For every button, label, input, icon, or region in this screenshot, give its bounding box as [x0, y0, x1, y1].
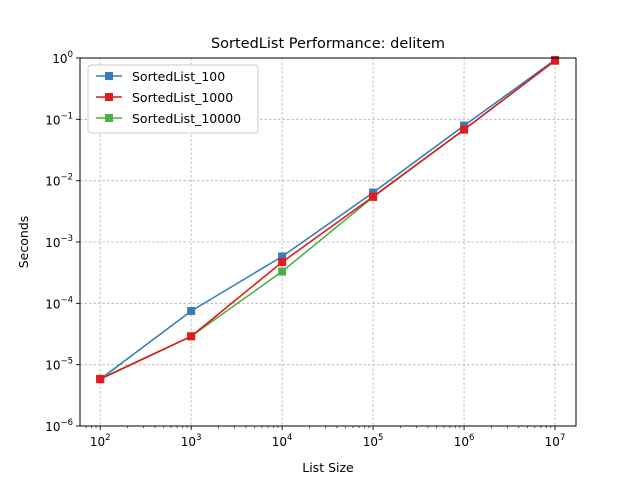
- x-tick-label: 102: [90, 433, 111, 449]
- legend-entry: SortedList_1000: [96, 90, 233, 105]
- y-tick-label: 10−2: [45, 173, 73, 189]
- data-point: [187, 332, 196, 341]
- legend-entry: SortedList_10000: [96, 111, 241, 126]
- y-tick-label: 10−5: [45, 357, 73, 373]
- x-axis-label: List Size: [302, 460, 354, 475]
- x-tick-label: 103: [181, 433, 202, 449]
- data-point: [278, 252, 287, 261]
- data-point: [369, 188, 378, 197]
- y-tick-label: 10−4: [45, 295, 73, 311]
- legend-entry: SortedList_100: [96, 69, 225, 84]
- x-tick-label: 104: [272, 433, 293, 449]
- y-tick-label: 100: [52, 50, 73, 66]
- y-axis-label: Seconds: [16, 216, 31, 269]
- x-tick-label: 107: [545, 433, 566, 449]
- series-line: [99, 59, 556, 380]
- x-tick-label: 106: [454, 433, 475, 449]
- data-point: [460, 125, 469, 134]
- data-point: [551, 56, 560, 65]
- series-SortedList_1000: [96, 56, 560, 384]
- data-point: [278, 267, 287, 276]
- x-tick-label: 105: [363, 433, 384, 449]
- data-point: [96, 375, 105, 384]
- legend: SortedList_100 SortedList_1000 SortedList_…: [87, 64, 259, 134]
- axis-ticks: 102 103 104 105 106 107 10−6 10−5 10−4 10−3 10−2 10…: [45, 50, 565, 449]
- y-tick-label: 10−1: [45, 111, 73, 127]
- data-point: [369, 192, 378, 201]
- data-point: [278, 258, 287, 267]
- chart-title: SortedList Performance: delitem: [211, 36, 445, 52]
- legend-label: SortedList_100: [132, 69, 225, 84]
- data-point: [187, 306, 196, 315]
- series-layer: [96, 55, 560, 384]
- y-tick-label: 10−3: [45, 234, 73, 250]
- legend-swatch-marker: [105, 93, 113, 101]
- legend-label: SortedList_1000: [132, 90, 233, 105]
- legend-swatch-marker: [105, 72, 113, 80]
- legend-swatch-marker: [105, 114, 113, 122]
- series-line: [99, 59, 556, 380]
- legend-label: SortedList_10000: [132, 111, 241, 126]
- y-tick-label: 10−6: [45, 418, 73, 434]
- legend-box: [87, 64, 259, 134]
